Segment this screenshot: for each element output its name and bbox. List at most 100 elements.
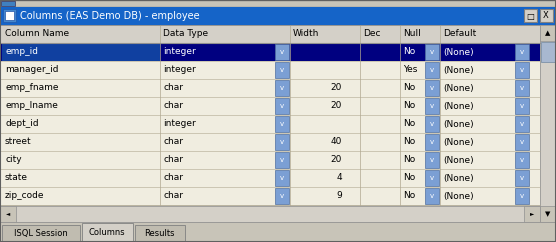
Bar	[275, 44, 289, 60]
Bar	[425, 80, 439, 96]
Text: Columns: Columns	[89, 228, 126, 237]
Text: (None): (None)	[443, 101, 474, 111]
Text: No: No	[403, 83, 415, 92]
Text: Data Type: Data Type	[163, 30, 208, 38]
Text: 20: 20	[331, 156, 342, 165]
Text: (None): (None)	[443, 47, 474, 56]
Text: integer: integer	[163, 66, 196, 75]
Text: state: state	[5, 174, 28, 182]
Text: Width: Width	[293, 30, 319, 38]
Text: No: No	[403, 101, 415, 111]
Text: (None): (None)	[443, 156, 474, 165]
Text: char: char	[163, 101, 183, 111]
Text: No: No	[403, 156, 415, 165]
Text: 20: 20	[331, 101, 342, 111]
Text: v: v	[520, 193, 524, 199]
Text: v: v	[430, 193, 434, 199]
Bar	[540, 206, 556, 222]
Bar	[425, 152, 439, 168]
Text: ▼: ▼	[545, 211, 550, 217]
Text: Results: Results	[145, 229, 175, 238]
Bar	[135, 225, 185, 242]
Text: char: char	[163, 137, 183, 146]
Bar	[0, 206, 540, 222]
Bar	[82, 223, 132, 242]
Bar	[275, 188, 289, 204]
Bar	[515, 98, 529, 114]
Bar	[515, 152, 529, 168]
Text: v: v	[520, 103, 524, 109]
Text: v: v	[430, 121, 434, 127]
Text: v: v	[520, 175, 524, 181]
Text: (None): (None)	[443, 83, 474, 92]
Text: char: char	[163, 83, 183, 92]
Text: (None): (None)	[443, 174, 474, 182]
Text: v: v	[280, 175, 284, 181]
Bar	[275, 152, 289, 168]
Bar	[524, 206, 540, 222]
Text: Default: Default	[443, 30, 476, 38]
Text: v: v	[280, 67, 284, 73]
Text: X: X	[543, 12, 549, 21]
Text: v: v	[520, 67, 524, 73]
Text: integer: integer	[163, 47, 196, 56]
Bar	[275, 134, 289, 150]
Bar	[515, 44, 529, 60]
Text: v: v	[520, 49, 524, 55]
Text: street: street	[5, 137, 32, 146]
Bar	[515, 134, 529, 150]
Bar	[2, 43, 160, 61]
Text: zip_code: zip_code	[5, 191, 44, 201]
Text: city: city	[5, 156, 22, 165]
Bar	[275, 62, 289, 78]
Bar	[425, 116, 439, 132]
Bar	[0, 79, 540, 97]
Bar	[515, 80, 529, 96]
Bar	[0, 61, 540, 79]
Bar	[0, 133, 540, 151]
Bar	[540, 25, 556, 41]
Bar	[515, 170, 529, 186]
Bar	[540, 9, 553, 22]
Text: (None): (None)	[443, 66, 474, 75]
Text: v: v	[280, 193, 284, 199]
Bar	[2, 225, 80, 242]
Text: Columns (EAS Demo DB) - employee: Columns (EAS Demo DB) - employee	[20, 11, 200, 21]
Text: No: No	[403, 191, 415, 201]
Text: v: v	[280, 85, 284, 91]
Bar	[275, 170, 289, 186]
Bar	[541, 42, 555, 62]
Bar	[1, 1, 15, 6]
Bar	[0, 25, 540, 43]
Text: v: v	[280, 121, 284, 127]
Text: 9: 9	[336, 191, 342, 201]
Text: char: char	[163, 191, 183, 201]
Text: 20: 20	[331, 83, 342, 92]
Text: emp_lname: emp_lname	[5, 101, 58, 111]
Bar	[0, 43, 540, 61]
Text: (None): (None)	[443, 191, 474, 201]
Text: v: v	[520, 121, 524, 127]
Text: (None): (None)	[443, 120, 474, 129]
Bar	[515, 62, 529, 78]
Text: v: v	[430, 175, 434, 181]
Text: char: char	[163, 174, 183, 182]
Bar	[425, 44, 439, 60]
Bar	[425, 188, 439, 204]
Text: No: No	[403, 47, 415, 56]
Text: dept_id: dept_id	[5, 120, 38, 129]
Bar	[425, 134, 439, 150]
Text: v: v	[280, 103, 284, 109]
Bar	[0, 151, 540, 169]
Text: ISQL Session: ISQL Session	[14, 229, 68, 238]
Text: char: char	[163, 156, 183, 165]
Text: v: v	[520, 157, 524, 163]
Text: Column Name: Column Name	[5, 30, 69, 38]
Bar	[275, 116, 289, 132]
Bar	[515, 188, 529, 204]
Text: ◄: ◄	[6, 212, 10, 217]
Bar	[0, 97, 540, 115]
Bar	[0, 169, 540, 187]
Bar	[425, 62, 439, 78]
Bar	[0, 115, 540, 133]
